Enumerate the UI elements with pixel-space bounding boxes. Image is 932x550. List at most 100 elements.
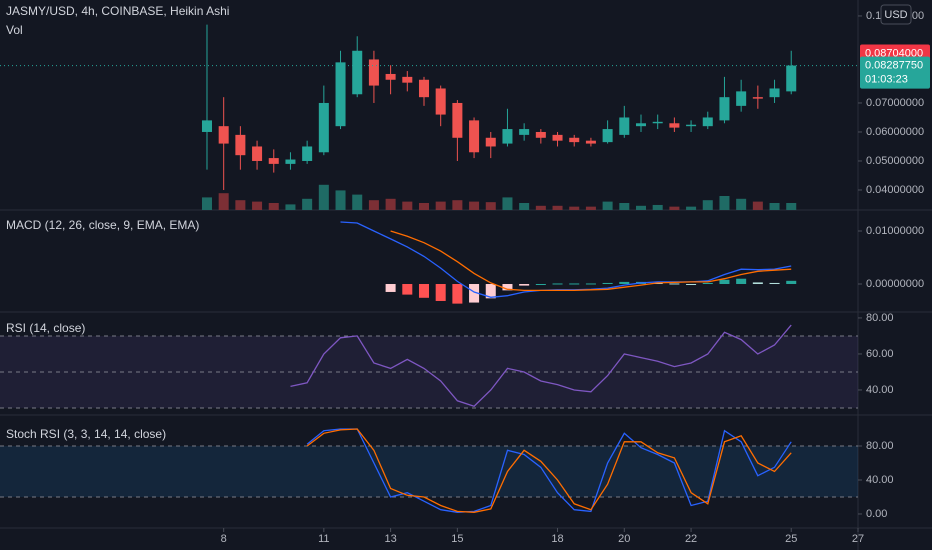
title: Vol (6, 23, 23, 37)
volume-bar (552, 205, 563, 210)
histogram-bar (535, 284, 546, 286)
x-tick-label: 15 (451, 533, 463, 545)
candle-body (569, 137, 580, 143)
volume-bar (452, 200, 463, 210)
volume-bar (352, 194, 363, 210)
histogram-bar (752, 282, 763, 285)
histogram-bar (452, 284, 463, 304)
volume-bar (435, 201, 446, 210)
price-label-bg (860, 56, 930, 89)
x-tick-label: 27 (852, 533, 864, 545)
volume-bar (502, 197, 513, 210)
histogram-bar (469, 284, 480, 303)
candle-body (335, 62, 346, 127)
volume-bar (702, 200, 713, 210)
title: Stoch RSI (3, 3, 14, 14, close) (6, 427, 166, 441)
volume-bar (469, 201, 480, 210)
volume-bar (218, 193, 229, 210)
x-tick-label: 11 (318, 533, 329, 545)
volume-bar (285, 204, 296, 210)
candle-body (619, 117, 630, 135)
volume-bar (585, 206, 596, 210)
candle-body (752, 97, 763, 99)
candle-body (652, 121, 663, 124)
candle-body (235, 134, 246, 156)
title: RSI (14, close) (6, 321, 85, 335)
x-tick-label: 18 (551, 533, 563, 545)
indicator-line (290, 324, 792, 407)
histogram-bar (385, 284, 396, 292)
histogram-bar (669, 283, 680, 285)
volume-bar (368, 200, 379, 210)
y-tick-label: 0.01000000 (866, 225, 924, 237)
volume-bar (485, 202, 496, 210)
y-tick-label: 0.00000000 (866, 278, 924, 290)
indicator-line (306, 428, 792, 513)
candle-body (368, 59, 379, 86)
histogram-bar (686, 284, 697, 286)
volume-bar (602, 201, 613, 210)
candle-body (402, 76, 413, 83)
price-label: 0.08704000 (865, 47, 923, 59)
title: JASMY/USD, 4h, COINBASE, Heikin Ashi (6, 4, 229, 18)
volume-bar (719, 196, 730, 210)
y-tick-label: 0.07000000 (866, 97, 924, 109)
volume-bar (786, 203, 797, 210)
candle-body (519, 129, 530, 135)
candle-body (502, 129, 513, 144)
volume-bar (418, 203, 429, 210)
candle-body (218, 126, 229, 144)
volume-bar (669, 206, 680, 210)
candle-body (302, 146, 313, 161)
candle-body (635, 123, 647, 127)
histogram-bar (736, 278, 747, 285)
histogram-bar (702, 282, 713, 285)
candle-body (485, 137, 496, 147)
histogram-bar (435, 284, 446, 301)
volume-bar (235, 200, 246, 210)
candle-body (285, 159, 296, 164)
x-tick-label: 22 (685, 533, 697, 545)
volume-bar (402, 201, 413, 210)
y-tick-label: 80.00 (866, 440, 894, 452)
y-tick-label: 0.04000000 (866, 184, 924, 196)
candle-body (702, 117, 713, 127)
volume-bar (752, 201, 763, 210)
indicator-line (306, 428, 792, 513)
x-tick-label: 25 (785, 533, 797, 545)
candle-body (385, 73, 396, 80)
y-tick-label: 0.05000000 (866, 155, 924, 167)
candle-body (585, 140, 596, 144)
histogram-bar (519, 284, 530, 286)
x-tick-label: 13 (384, 533, 396, 545)
histogram-bar (719, 279, 730, 285)
y-tick-label: 0.00 (866, 508, 887, 520)
y-tick-label: 0.06000000 (866, 126, 924, 138)
volume-bar (335, 190, 346, 210)
indicator-line (390, 230, 792, 292)
candle-body (318, 102, 329, 153)
candle-body (719, 97, 730, 121)
candle-body (669, 123, 680, 128)
candle-body (268, 158, 279, 164)
y-tick-label: 80.00 (866, 312, 894, 324)
candle-body (452, 102, 463, 138)
volume-bar (252, 201, 263, 210)
volume-bar (385, 198, 396, 210)
volume-bar (201, 197, 212, 210)
histogram-bar (402, 284, 413, 295)
title: MACD (12, 26, close, 9, EMA, EMA) (6, 218, 199, 232)
candle-body (535, 131, 546, 138)
histogram-bar (602, 282, 613, 285)
volume-bar (569, 206, 580, 210)
price-label: 0.08287750 (865, 60, 923, 72)
volume-bar (736, 198, 747, 210)
candle-body (602, 129, 613, 143)
volume-bar (686, 206, 697, 210)
candle-body (352, 50, 363, 95)
y-tick-label: 40.00 (866, 384, 894, 396)
histogram-bar (769, 282, 780, 285)
volume-bar (302, 198, 313, 210)
